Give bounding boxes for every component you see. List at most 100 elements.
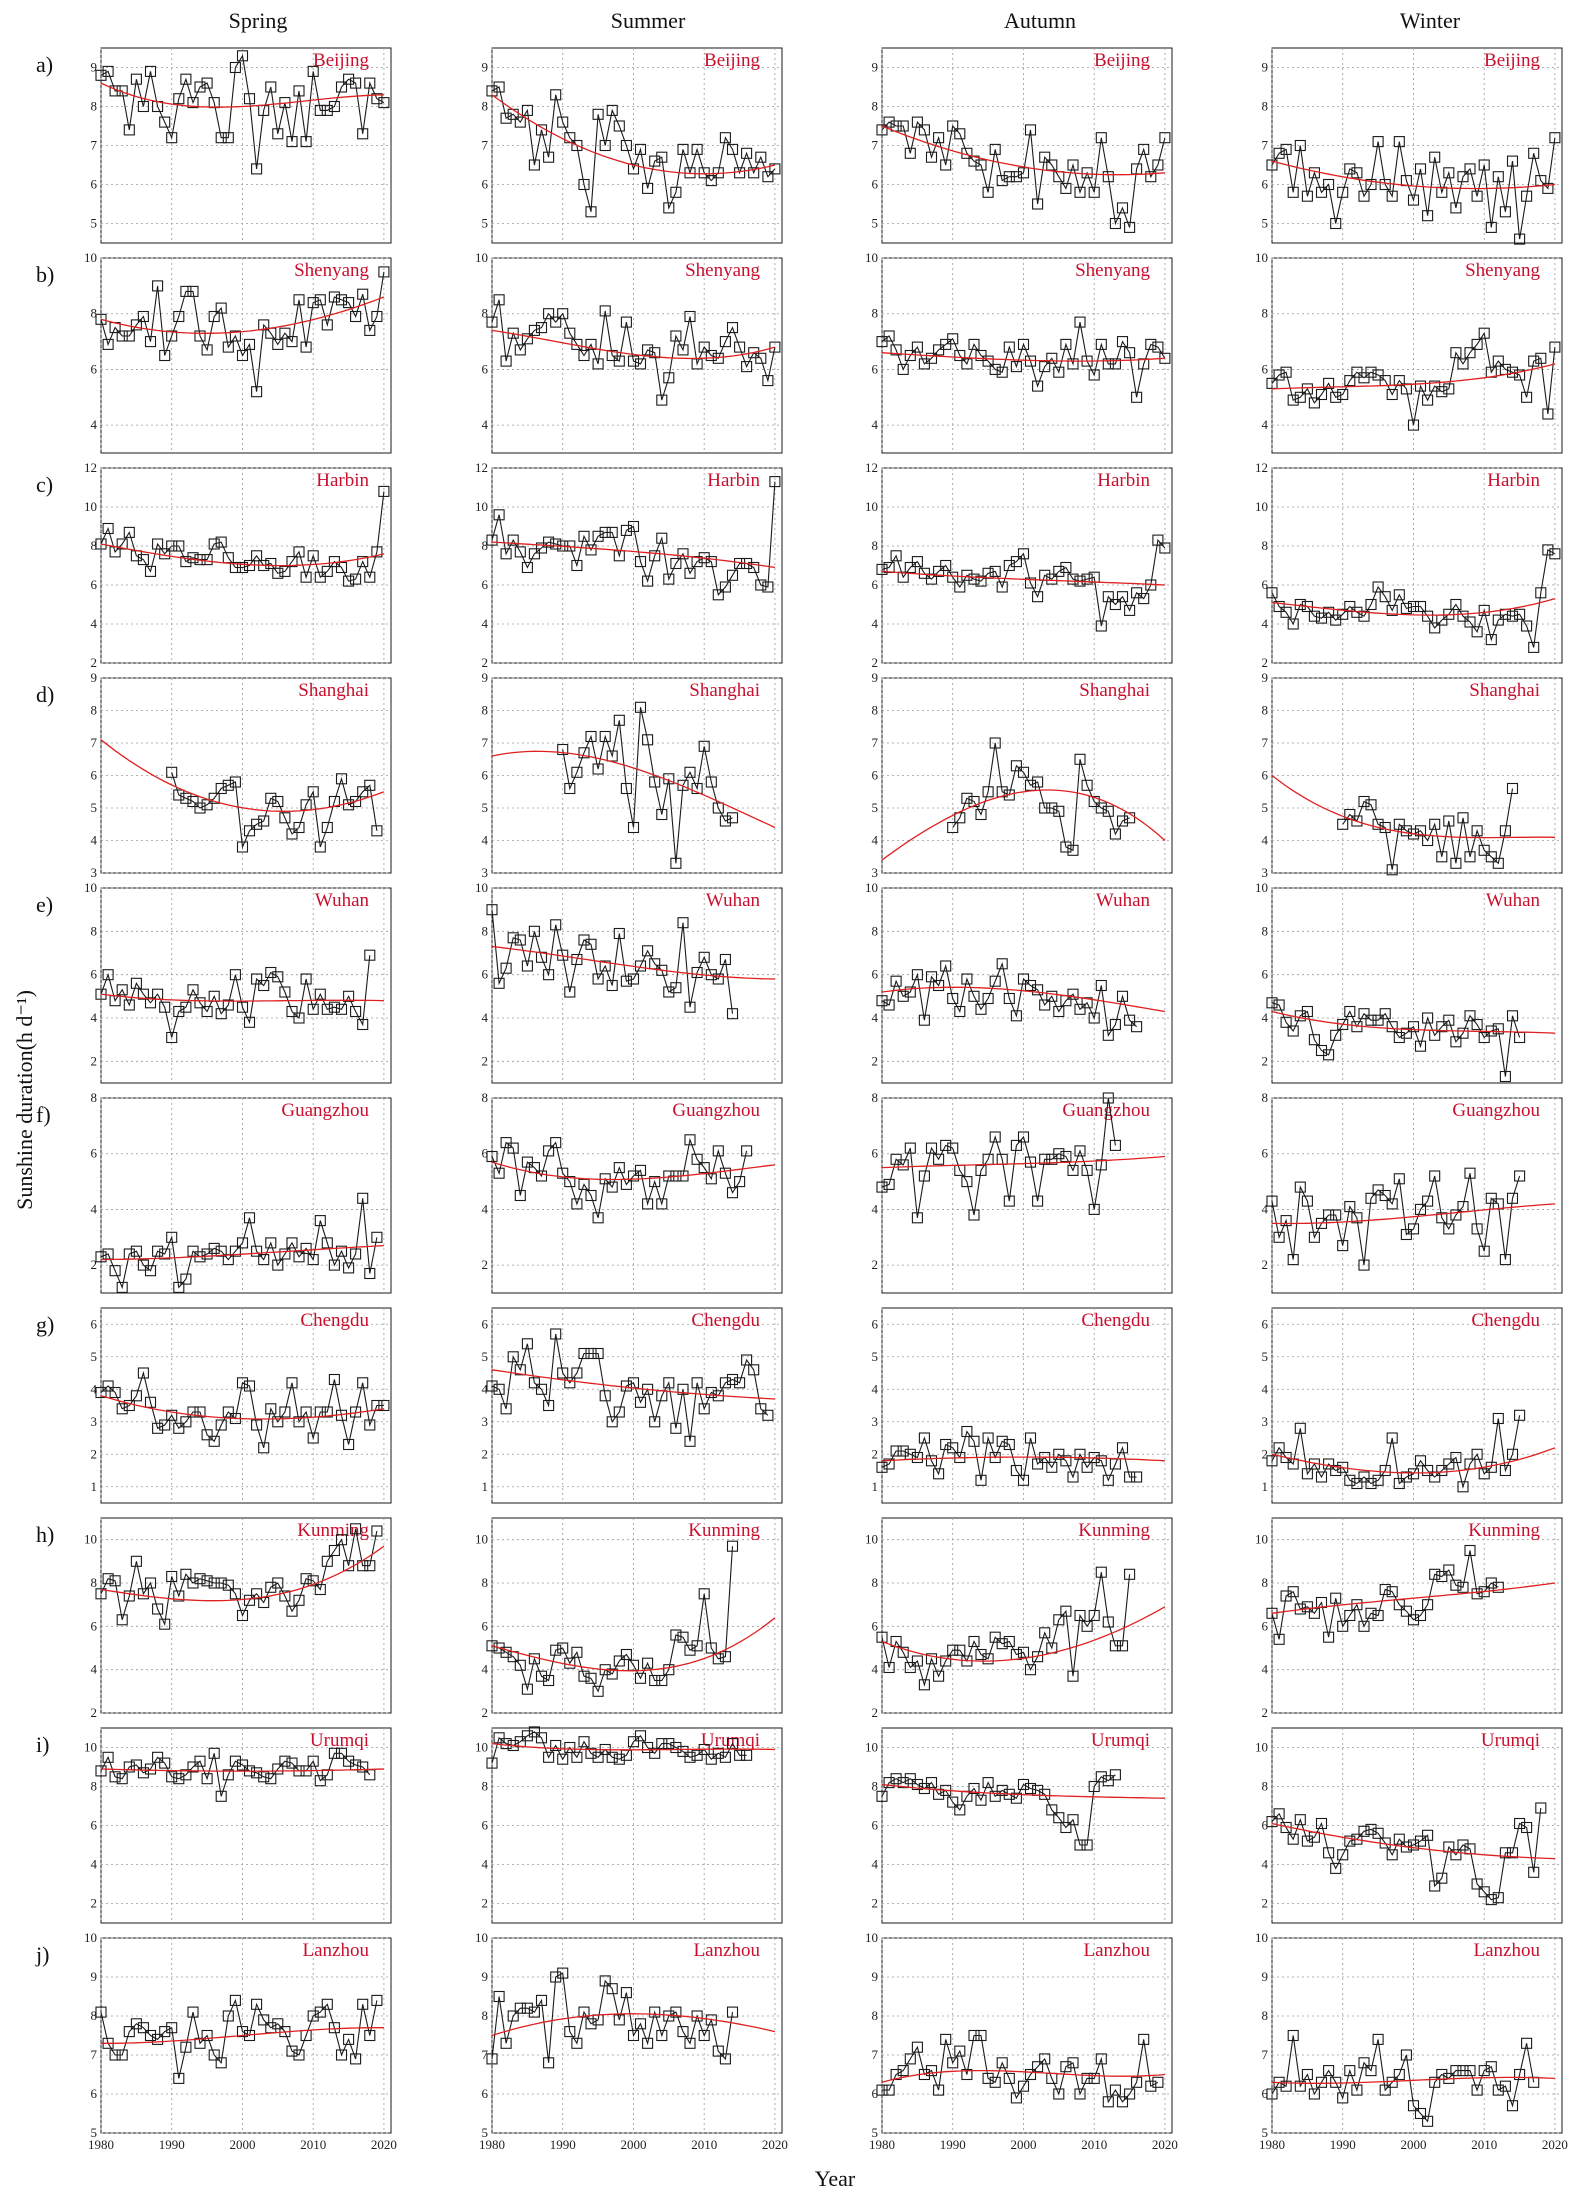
data-point-marker [712,1747,724,1759]
data-point-marker [649,347,661,359]
data-point-marker [1499,1464,1511,1477]
data-point-marker [1152,159,1164,171]
data-point-marker [762,581,774,593]
data-point-marker [1003,2072,1015,2084]
data-point-marker [1032,198,1044,210]
data-point-marker [1039,999,1051,1011]
city-label: Kunming [297,1520,369,1541]
data-point-marker [557,743,569,756]
observed-series-line [1271,1415,1521,1489]
y-tick-label: 4 [1262,417,1269,432]
data-point-marker [130,977,142,989]
data-point-marker [1372,1827,1384,1839]
data-point-marker [1046,1804,1058,1816]
data-point-marker [1337,2092,1349,2104]
data-point-marker [705,776,717,788]
data-point-marker [137,2022,149,2034]
data-point-marker [1514,1409,1526,1421]
panel-frame [100,887,392,1084]
data-point-marker [1046,802,1058,814]
data-point-marker [883,999,895,1011]
data-point-marker [95,538,107,550]
data-point-marker [272,1259,284,1271]
data-point-marker [762,171,774,183]
data-point-marker [989,975,1001,987]
data-point-marker [940,960,952,972]
data-point-marker [1287,1833,1299,1845]
data-point-marker [620,139,632,152]
data-point-marker [1102,1029,1114,1041]
data-point-marker [968,1635,980,1648]
data-point-marker [357,1018,369,1031]
data-point-marker [173,2072,185,2084]
data-point-marker [876,1631,888,1643]
y-tick-label: 9 [482,1969,489,1984]
y-tick-label: 5 [872,2125,879,2140]
data-point-marker [918,1014,930,1026]
data-point-marker [954,128,966,140]
data-point-marker [1344,1005,1356,1018]
observed-series-line [882,2034,1159,2104]
x-axis-title: Year [815,2166,856,2191]
data-point-marker [1152,534,1164,546]
y-tick-label: 8 [91,306,98,321]
data-point-marker [592,763,604,775]
data-point-marker [1301,1005,1313,1018]
data-point-marker [1032,776,1044,788]
y-tick-label: 6 [872,2086,879,2101]
data-point-marker [543,1145,555,1157]
data-point-marker [514,1659,526,1671]
data-point-marker [975,1474,987,1486]
trend-line [100,1545,385,1602]
data-point-marker [642,575,654,587]
y-tick-label: 7 [91,2047,98,2062]
data-point-marker [335,294,348,306]
trend-line [491,541,776,569]
y-tick-label: 4 [872,1010,879,1025]
data-point-marker [1436,1464,1448,1477]
data-point-marker [528,2006,540,2018]
data-point-marker [883,1458,895,1470]
data-point-marker [719,1751,731,1763]
data-point-marker [152,1603,164,1615]
data-point-marker [613,927,625,940]
data-point-marker [1131,2076,1143,2088]
city-label: Urumqi [310,1730,369,1751]
data-point-marker [911,1778,923,1791]
data-point-marker [911,341,923,353]
y-tick-label: 3 [482,1414,489,1429]
data-point-marker [321,104,333,116]
y-tick-label: 8 [482,1575,489,1590]
trend-line [491,2013,776,2037]
data-point-marker [585,1747,597,1759]
trend-line [1271,1203,1555,1225]
data-point-marker [550,89,562,101]
data-point-marker [705,349,717,362]
data-point-marker [1351,1599,1363,1611]
trend-line [1271,1447,1556,1474]
data-point-marker [1145,2080,1157,2092]
y-tick-label: 8 [482,703,489,718]
data-point-marker [1485,1192,1497,1204]
data-point-marker [876,1181,888,1193]
data-point-marker [116,1614,128,1626]
data-point-marker [1436,1212,1448,1224]
data-point-marker [1024,1432,1037,1444]
data-point-marker [350,1523,362,1535]
data-point-marker [585,1347,597,1360]
y-tick-label: 4 [91,417,98,432]
y-tick-label: 2 [872,1705,879,1720]
data-point-marker [1294,1422,1306,1434]
data-point-marker [911,1451,923,1464]
data-point-marker [627,1170,640,1182]
data-point-marker [1549,548,1561,560]
data-point-marker [272,1763,284,1775]
data-point-marker [343,297,355,309]
data-point-marker [663,1664,675,1676]
data-point-marker [130,73,142,85]
y-tick-label: 5 [482,216,489,231]
y-tick-label: 8 [872,1779,879,1794]
data-point-marker [1102,1616,1114,1628]
